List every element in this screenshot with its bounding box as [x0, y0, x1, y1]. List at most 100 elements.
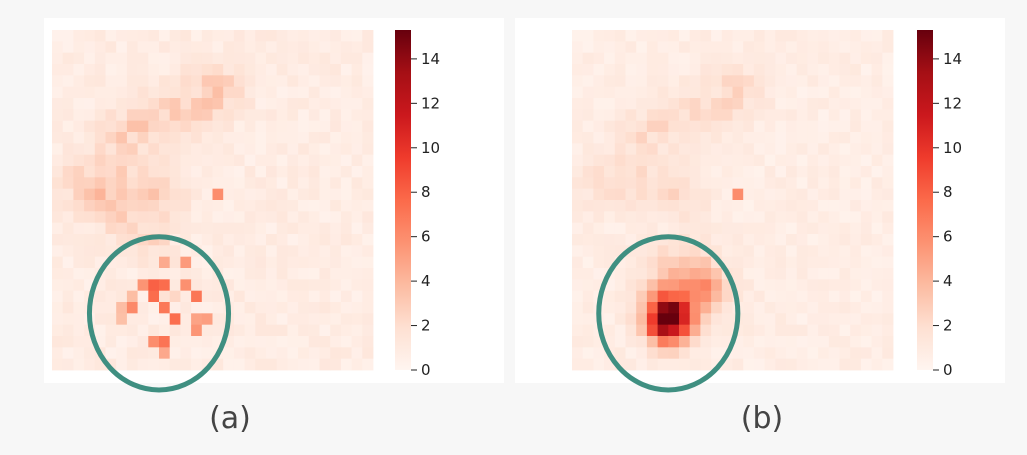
- heatmap-cell: [764, 120, 776, 133]
- heatmap-cell: [850, 166, 862, 178]
- heatmap-cell: [340, 222, 352, 235]
- heatmap-cell: [105, 290, 117, 303]
- heatmap-cell: [572, 200, 584, 212]
- heatmap-cell: [52, 211, 64, 224]
- heatmap-cell: [850, 188, 862, 201]
- heatmap-cell: [319, 30, 331, 42]
- heatmap-cell: [223, 234, 235, 246]
- heatmap-cell: [255, 30, 267, 42]
- heatmap-cell: [604, 98, 616, 110]
- heatmap-cell: [84, 41, 96, 54]
- heatmap-cell: [191, 166, 203, 178]
- heatmap-cell: [148, 234, 160, 246]
- heatmap-cell: [308, 324, 320, 337]
- heatmap-cell: [148, 154, 160, 167]
- heatmap-cell: [105, 347, 117, 360]
- heatmap-cell: [62, 52, 74, 65]
- heatmap-cell: [276, 109, 288, 122]
- heatmap-cell: [308, 268, 320, 280]
- heatmap-cell: [330, 143, 342, 156]
- heatmap-cell: [721, 154, 733, 167]
- heatmap-cell: [244, 52, 256, 65]
- heatmap-cell: [796, 75, 808, 88]
- heatmap-cell: [636, 256, 648, 269]
- colorbar-gradient: [395, 30, 411, 370]
- heatmap-cell: [743, 324, 755, 337]
- heatmap-cell: [298, 222, 310, 235]
- heatmap-cell: [882, 86, 894, 99]
- heatmap-cell: [828, 358, 840, 371]
- heatmap-cell: [839, 222, 851, 235]
- heatmap-cell: [689, 109, 701, 122]
- heatmap-cell: [668, 120, 680, 133]
- heatmap-cell: [266, 109, 278, 122]
- heatmap-cell: [572, 64, 584, 76]
- heatmap-cell: [689, 143, 701, 156]
- heatmap-cell: [212, 313, 224, 326]
- heatmap-cell: [839, 290, 851, 303]
- heatmap-cell: [159, 120, 171, 133]
- heatmap-cell: [52, 41, 64, 54]
- heatmap-cell: [148, 98, 160, 110]
- heatmap-cell: [105, 313, 117, 326]
- heatmap-cell: [657, 324, 669, 337]
- heatmap-cell: [646, 222, 658, 235]
- heatmap-cell: [828, 52, 840, 65]
- heatmap-cell: [340, 279, 352, 292]
- heatmap-cell: [180, 177, 192, 190]
- heatmap-cell: [700, 256, 712, 269]
- heatmap-cell: [668, 324, 680, 337]
- heatmap-cell: [668, 64, 680, 76]
- heatmap-cell: [73, 358, 85, 371]
- heatmap-cell: [850, 52, 862, 65]
- heatmap-cell: [308, 347, 320, 360]
- heatmap-cell: [105, 98, 117, 110]
- heatmap-cell: [351, 279, 363, 292]
- heatmap-cell: [839, 86, 851, 99]
- heatmap-cell: [255, 222, 267, 235]
- heatmap-cell: [191, 302, 203, 314]
- heatmap-cell: [126, 188, 138, 201]
- heatmap-cell: [839, 120, 851, 133]
- heatmap-cell: [223, 75, 235, 88]
- heatmap-cell: [244, 30, 256, 42]
- heatmap-cell: [73, 166, 85, 178]
- heatmap-cell: [786, 256, 798, 269]
- heatmap-cell: [721, 302, 733, 314]
- heatmap-cell: [159, 222, 171, 235]
- heatmap-cell: [116, 166, 128, 178]
- heatmap-cell: [169, 120, 181, 133]
- heatmap-cell: [646, 154, 658, 167]
- heatmap-cell: [604, 290, 616, 303]
- heatmap-cell: [625, 222, 637, 235]
- heatmap-cell: [340, 188, 352, 201]
- heatmap-cell: [807, 120, 819, 133]
- heatmap-cell: [308, 98, 320, 110]
- heatmap-cell: [668, 52, 680, 65]
- heatmap-cell: [657, 245, 669, 258]
- heatmap-cell: [657, 86, 669, 99]
- heatmap-cell: [201, 166, 213, 178]
- heatmap-cell: [860, 336, 872, 348]
- heatmap-cell: [818, 268, 830, 280]
- heatmap-cell: [732, 52, 744, 65]
- heatmap-cell: [604, 336, 616, 348]
- heatmap-cell: [850, 336, 862, 348]
- heatmap-cell: [668, 245, 680, 258]
- heatmap-cell: [287, 64, 299, 76]
- heatmap-cell: [668, 143, 680, 156]
- heatmap-cell: [201, 313, 213, 326]
- heatmap-cell: [711, 75, 723, 88]
- heatmap-cell: [94, 256, 106, 269]
- heatmap-cell: [351, 302, 363, 314]
- heatmap-cell: [244, 302, 256, 314]
- heatmap-cell: [73, 234, 85, 246]
- heatmap-cell: [201, 222, 213, 235]
- heatmap-cell: [871, 30, 883, 42]
- heatmap-cell: [116, 86, 128, 99]
- heatmap-cell: [807, 188, 819, 201]
- heatmap-cell: [94, 30, 106, 42]
- heatmap-cell: [201, 64, 213, 76]
- heatmap-cell: [668, 256, 680, 269]
- heatmap-cell: [308, 302, 320, 314]
